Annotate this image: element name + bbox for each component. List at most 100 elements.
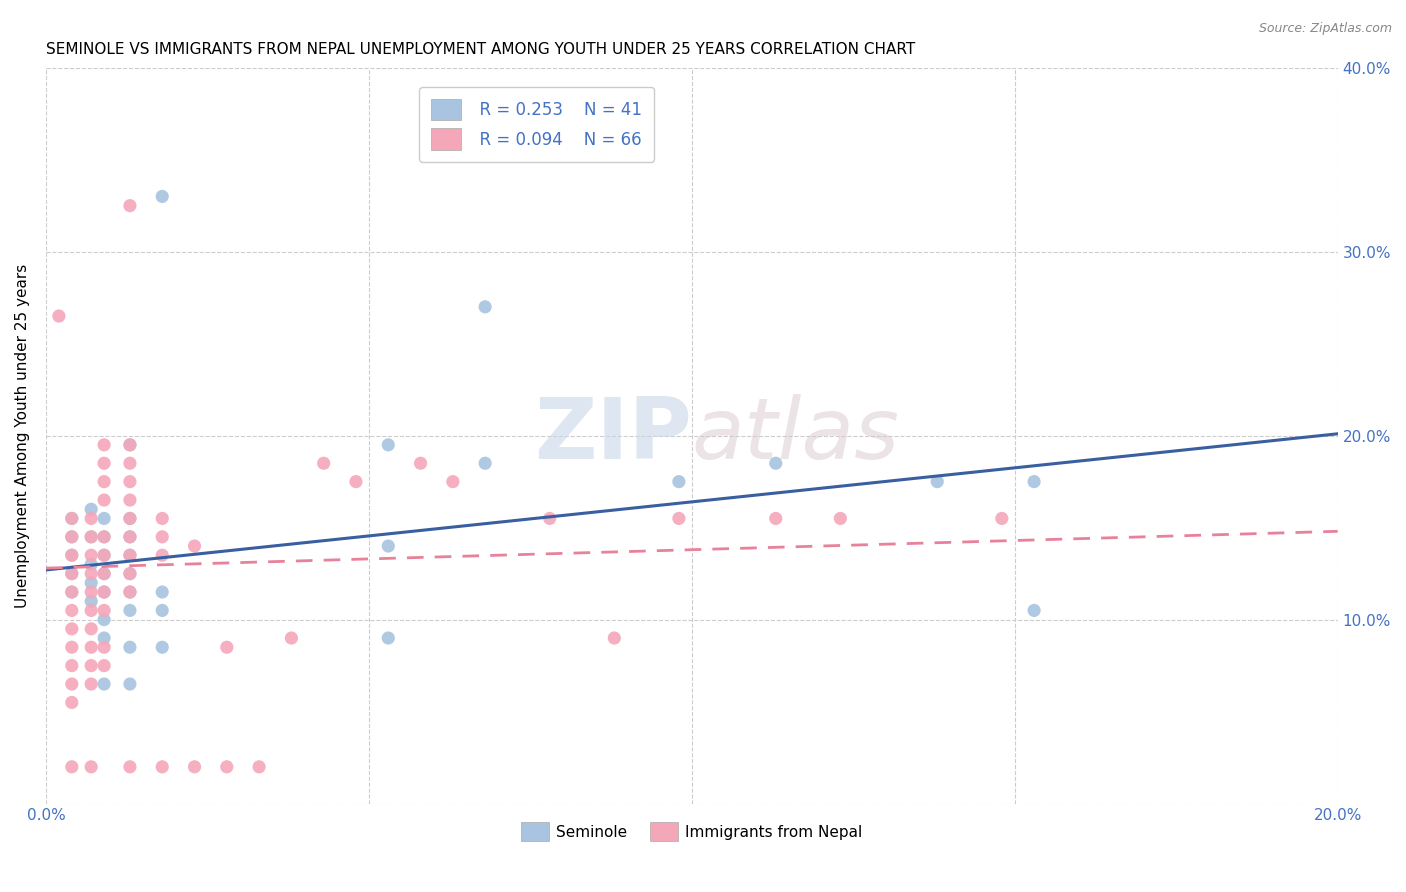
Point	[312, 456, 335, 470]
Point	[93, 566, 115, 581]
Point	[150, 640, 173, 655]
Point	[93, 640, 115, 655]
Point	[60, 695, 83, 709]
Point	[80, 760, 103, 774]
Point	[441, 475, 464, 489]
Point	[80, 511, 103, 525]
Point	[60, 530, 83, 544]
Point	[60, 530, 83, 544]
Point	[60, 760, 83, 774]
Y-axis label: Unemployment Among Youth under 25 years: Unemployment Among Youth under 25 years	[15, 263, 30, 607]
Point	[118, 530, 141, 544]
Point	[60, 548, 83, 562]
Point	[93, 511, 115, 525]
Point	[118, 566, 141, 581]
Point	[80, 548, 103, 562]
Point	[215, 760, 238, 774]
Point	[474, 456, 496, 470]
Text: ZIP: ZIP	[534, 394, 692, 477]
Point	[93, 548, 115, 562]
Point	[118, 585, 141, 599]
Text: atlas: atlas	[692, 394, 900, 477]
Point	[668, 475, 690, 489]
Point	[603, 631, 626, 645]
Point	[80, 677, 103, 691]
Point	[60, 585, 83, 599]
Point	[118, 438, 141, 452]
Point	[60, 640, 83, 655]
Point	[80, 622, 103, 636]
Point	[80, 530, 103, 544]
Point	[538, 511, 561, 525]
Point	[118, 530, 141, 544]
Point	[93, 677, 115, 691]
Point	[93, 456, 115, 470]
Point	[118, 199, 141, 213]
Point	[60, 548, 83, 562]
Text: Source: ZipAtlas.com: Source: ZipAtlas.com	[1258, 22, 1392, 36]
Point	[377, 438, 399, 452]
Point	[280, 631, 302, 645]
Point	[60, 658, 83, 673]
Point	[150, 511, 173, 525]
Point	[183, 760, 205, 774]
Point	[93, 438, 115, 452]
Point	[150, 585, 173, 599]
Point	[668, 511, 690, 525]
Point	[48, 309, 70, 323]
Point	[118, 640, 141, 655]
Point	[830, 511, 852, 525]
Point	[93, 658, 115, 673]
Point	[93, 475, 115, 489]
Point	[247, 760, 270, 774]
Point	[118, 760, 141, 774]
Point	[118, 585, 141, 599]
Point	[215, 640, 238, 655]
Point	[118, 548, 141, 562]
Point	[60, 677, 83, 691]
Point	[991, 511, 1014, 525]
Point	[93, 603, 115, 617]
Point	[80, 502, 103, 516]
Point	[344, 475, 367, 489]
Point	[60, 566, 83, 581]
Point	[150, 603, 173, 617]
Point	[80, 594, 103, 608]
Point	[60, 585, 83, 599]
Point	[80, 575, 103, 590]
Point	[93, 530, 115, 544]
Point	[80, 530, 103, 544]
Point	[118, 511, 141, 525]
Point	[409, 456, 432, 470]
Point	[150, 530, 173, 544]
Point	[93, 613, 115, 627]
Point	[93, 585, 115, 599]
Point	[118, 511, 141, 525]
Point	[93, 566, 115, 581]
Point	[150, 548, 173, 562]
Point	[1022, 603, 1045, 617]
Point	[80, 558, 103, 572]
Point	[765, 511, 787, 525]
Point	[377, 539, 399, 553]
Point	[80, 640, 103, 655]
Point	[60, 566, 83, 581]
Point	[60, 622, 83, 636]
Point	[93, 493, 115, 508]
Point	[80, 603, 103, 617]
Point	[150, 760, 173, 774]
Point	[150, 189, 173, 203]
Point	[93, 548, 115, 562]
Point	[93, 530, 115, 544]
Point	[118, 456, 141, 470]
Point	[118, 566, 141, 581]
Point	[118, 548, 141, 562]
Point	[183, 539, 205, 553]
Point	[118, 603, 141, 617]
Point	[377, 631, 399, 645]
Point	[474, 300, 496, 314]
Point	[80, 658, 103, 673]
Text: SEMINOLE VS IMMIGRANTS FROM NEPAL UNEMPLOYMENT AMONG YOUTH UNDER 25 YEARS CORREL: SEMINOLE VS IMMIGRANTS FROM NEPAL UNEMPL…	[46, 42, 915, 57]
Legend:   R = 0.253    N = 41,   R = 0.094    N = 66: R = 0.253 N = 41, R = 0.094 N = 66	[419, 87, 654, 161]
Point	[927, 475, 949, 489]
